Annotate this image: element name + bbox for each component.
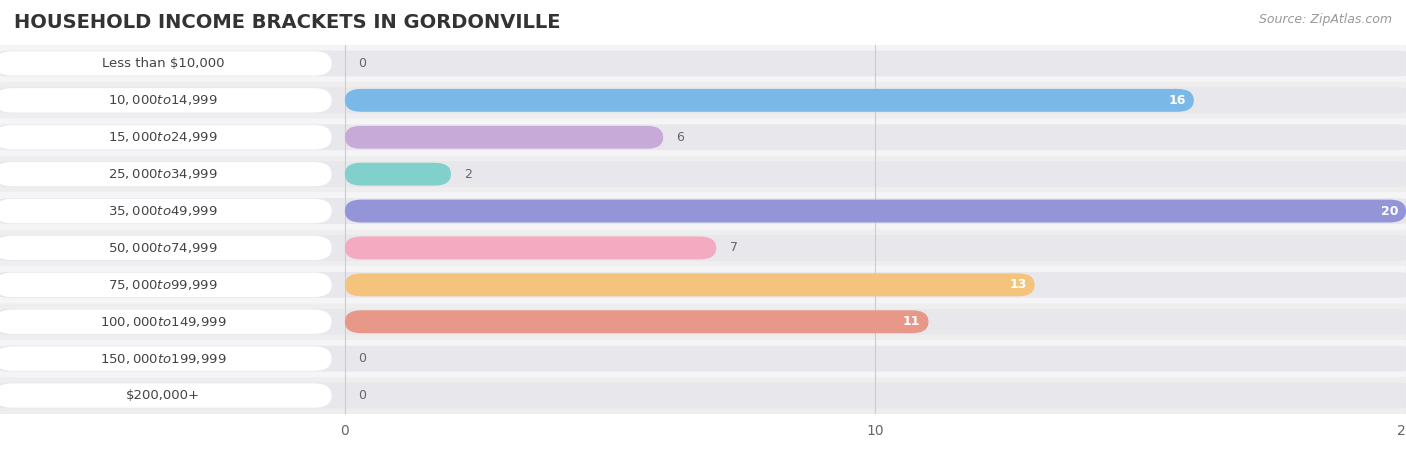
FancyBboxPatch shape — [344, 163, 451, 185]
Text: HOUSEHOLD INCOME BRACKETS IN GORDONVILLE: HOUSEHOLD INCOME BRACKETS IN GORDONVILLE — [14, 14, 561, 32]
Text: 2: 2 — [464, 168, 472, 180]
FancyBboxPatch shape — [0, 383, 332, 408]
FancyBboxPatch shape — [0, 303, 1406, 340]
FancyBboxPatch shape — [0, 162, 332, 186]
FancyBboxPatch shape — [0, 124, 1406, 150]
FancyBboxPatch shape — [0, 272, 1406, 298]
Text: 0: 0 — [359, 57, 366, 70]
FancyBboxPatch shape — [0, 125, 332, 149]
FancyBboxPatch shape — [0, 82, 1406, 119]
FancyBboxPatch shape — [0, 87, 1406, 113]
FancyBboxPatch shape — [0, 193, 1406, 230]
FancyBboxPatch shape — [0, 346, 332, 371]
Text: Less than $10,000: Less than $10,000 — [101, 57, 225, 70]
FancyBboxPatch shape — [344, 89, 1194, 112]
FancyBboxPatch shape — [344, 237, 716, 259]
FancyBboxPatch shape — [0, 346, 1406, 372]
Text: $75,000 to $99,999: $75,000 to $99,999 — [108, 278, 218, 292]
Text: Source: ZipAtlas.com: Source: ZipAtlas.com — [1258, 14, 1392, 27]
FancyBboxPatch shape — [0, 340, 1406, 377]
FancyBboxPatch shape — [0, 119, 1406, 156]
Text: $200,000+: $200,000+ — [127, 389, 200, 402]
Text: $100,000 to $149,999: $100,000 to $149,999 — [100, 315, 226, 329]
FancyBboxPatch shape — [0, 382, 1406, 409]
Text: 20: 20 — [1381, 205, 1398, 217]
Text: 0: 0 — [359, 352, 366, 365]
Text: 6: 6 — [676, 131, 685, 144]
FancyBboxPatch shape — [0, 309, 1406, 335]
FancyBboxPatch shape — [0, 88, 332, 112]
FancyBboxPatch shape — [344, 200, 1406, 222]
FancyBboxPatch shape — [0, 230, 1406, 266]
FancyBboxPatch shape — [344, 126, 664, 148]
Text: 16: 16 — [1168, 94, 1185, 107]
Text: 13: 13 — [1010, 279, 1026, 291]
FancyBboxPatch shape — [0, 50, 1406, 76]
Text: 11: 11 — [903, 315, 921, 328]
FancyBboxPatch shape — [0, 377, 1406, 414]
FancyBboxPatch shape — [0, 236, 332, 260]
Text: 0: 0 — [359, 389, 366, 402]
Text: $150,000 to $199,999: $150,000 to $199,999 — [100, 351, 226, 366]
FancyBboxPatch shape — [0, 199, 332, 223]
FancyBboxPatch shape — [344, 274, 1035, 296]
Text: $35,000 to $49,999: $35,000 to $49,999 — [108, 204, 218, 218]
Text: 7: 7 — [730, 242, 738, 254]
FancyBboxPatch shape — [0, 266, 1406, 303]
FancyBboxPatch shape — [344, 310, 928, 333]
FancyBboxPatch shape — [0, 273, 332, 297]
Text: $10,000 to $14,999: $10,000 to $14,999 — [108, 93, 218, 108]
FancyBboxPatch shape — [0, 45, 1406, 82]
Text: $25,000 to $34,999: $25,000 to $34,999 — [108, 167, 218, 181]
FancyBboxPatch shape — [0, 235, 1406, 261]
FancyBboxPatch shape — [0, 156, 1406, 193]
FancyBboxPatch shape — [0, 198, 1406, 224]
FancyBboxPatch shape — [0, 310, 332, 334]
FancyBboxPatch shape — [0, 161, 1406, 187]
Text: $50,000 to $74,999: $50,000 to $74,999 — [108, 241, 218, 255]
FancyBboxPatch shape — [0, 51, 332, 76]
Text: $15,000 to $24,999: $15,000 to $24,999 — [108, 130, 218, 144]
